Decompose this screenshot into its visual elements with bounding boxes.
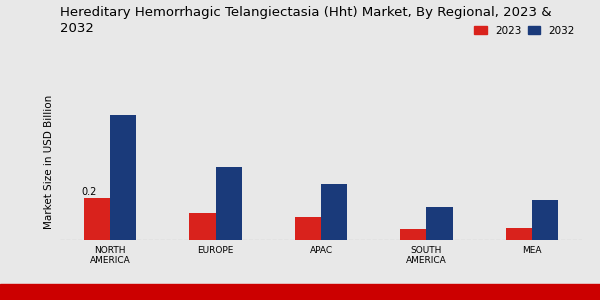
Bar [215,167,242,240]
Text: Hereditary Hemorrhagic Telangiectasia (Hht) Market, By Regional, 2023 &
2032: Hereditary Hemorrhagic Telangiectasia (H… [60,6,551,35]
Bar [295,217,321,240]
Bar [427,207,453,240]
Bar [110,115,136,240]
Bar [84,198,110,240]
Text: 0.2: 0.2 [81,187,97,197]
Bar [321,184,347,240]
Y-axis label: Market Size in USD Billion: Market Size in USD Billion [44,95,55,229]
Bar [400,229,427,240]
Bar [506,227,532,240]
Legend: 2023, 2032: 2023, 2032 [472,24,577,38]
Bar [532,200,558,240]
Bar [189,213,215,240]
